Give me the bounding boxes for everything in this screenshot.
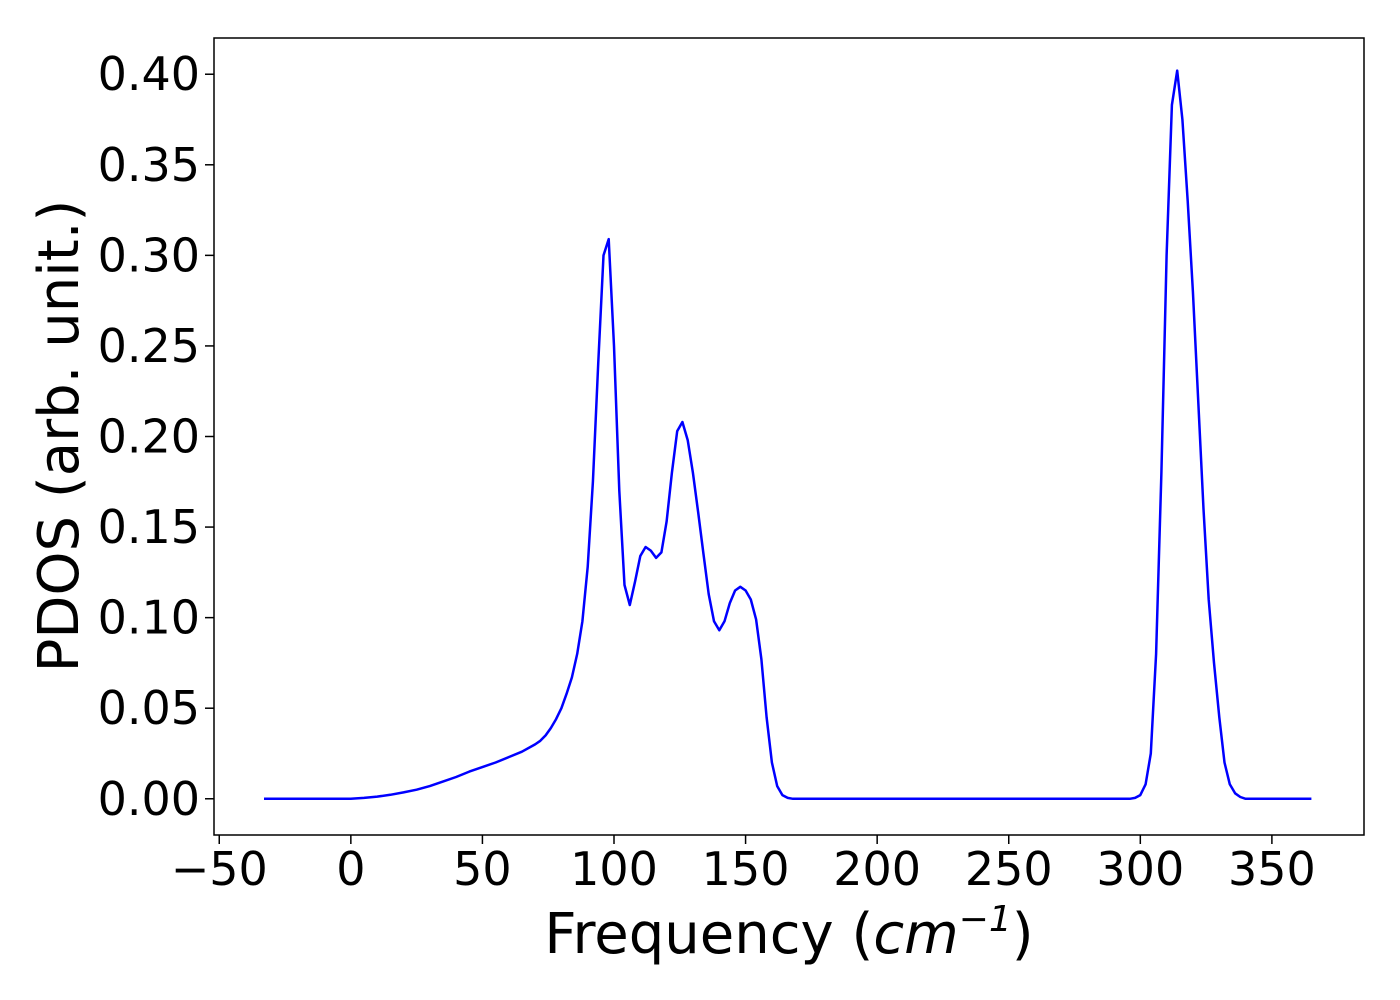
- plot-background: [214, 38, 1364, 835]
- series-layer: [264, 69, 1312, 801]
- x-tick-label: 250: [965, 842, 1053, 896]
- x-tick-label: 150: [702, 842, 790, 896]
- y-axis-ticks: 0.00 0.05 0.10 0.15 0.20 0.25 0.30 0.35 0.40: [98, 47, 214, 826]
- y-tick-label: 0.10: [98, 591, 200, 645]
- y-tick-label: 0.20: [98, 410, 200, 464]
- y-tick-label: 0.00: [98, 772, 200, 826]
- y-tick-label: 0.40: [98, 47, 200, 101]
- x-tick-label: 0: [336, 842, 365, 896]
- x-tick-label: 200: [833, 842, 921, 896]
- y-tick-label: 0.30: [98, 228, 200, 282]
- x-tick-label: 100: [570, 842, 658, 896]
- x-axis-ticks: −50 0 50 100 150 200 250 300 350: [171, 835, 1316, 896]
- pdos-series-line: [264, 69, 1312, 801]
- x-tick-label: 300: [1096, 842, 1184, 896]
- x-axis-label: Frequency (cm−1): [544, 899, 1033, 967]
- x-tick-label: −50: [171, 842, 268, 896]
- y-tick-label: 0.25: [98, 319, 200, 373]
- y-tick-label: 0.05: [98, 681, 200, 735]
- x-tick-label: 50: [453, 842, 512, 896]
- y-axis-label: PDOS (arb. unit.): [27, 200, 92, 673]
- x-tick-label: 350: [1228, 842, 1316, 896]
- y-tick-label: 0.35: [98, 138, 200, 192]
- y-tick-label: 0.15: [98, 500, 200, 554]
